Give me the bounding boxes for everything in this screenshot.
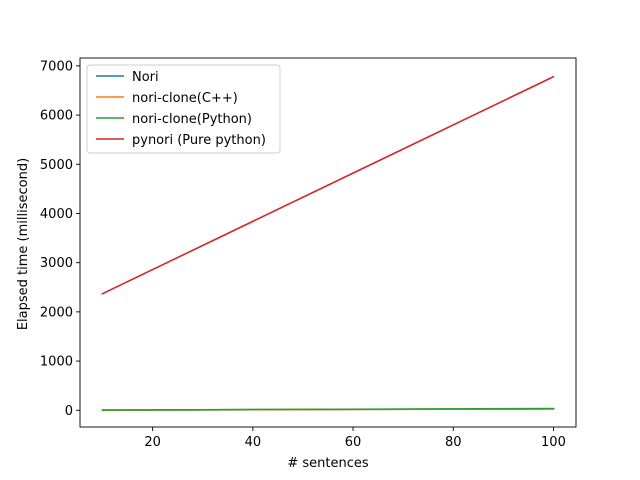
plot-area [79,57,577,428]
y-tick-label: 0 [65,404,73,419]
axes-frame [79,57,577,428]
legend: Nori nori-clone(C++) nori-clone(Python) pyn… [86,64,281,154]
legend-label-3: pynori (Pure python) [132,133,266,148]
x-tick-label: 60 [345,435,362,450]
legend-label-0: Nori [132,70,159,85]
y-tick-label: 3000 [40,256,73,271]
legend-label-1: nori-clone(C++) [132,91,238,106]
y-tick-label: 5000 [40,158,73,173]
y-tick-label: 7000 [40,59,73,74]
series-line-3 [101,75,555,295]
y-tick-label: 1000 [40,355,73,370]
series-line-2 [101,407,555,411]
x-tick-label: 100 [541,435,566,450]
y-axis-label: Elapsed time (millisecond) [16,158,31,330]
x-axis-label: # sentences [287,456,369,471]
y-tick-label: 2000 [40,305,73,320]
x-tick-label: 20 [144,435,161,450]
legend-box [86,64,281,154]
x-tick-label: 80 [445,435,462,450]
y-tick-label: 4000 [40,207,73,222]
y-tick-label: 6000 [40,109,73,124]
legend-label-2: nori-clone(Python) [132,112,252,127]
x-tick-label: 40 [245,435,262,450]
